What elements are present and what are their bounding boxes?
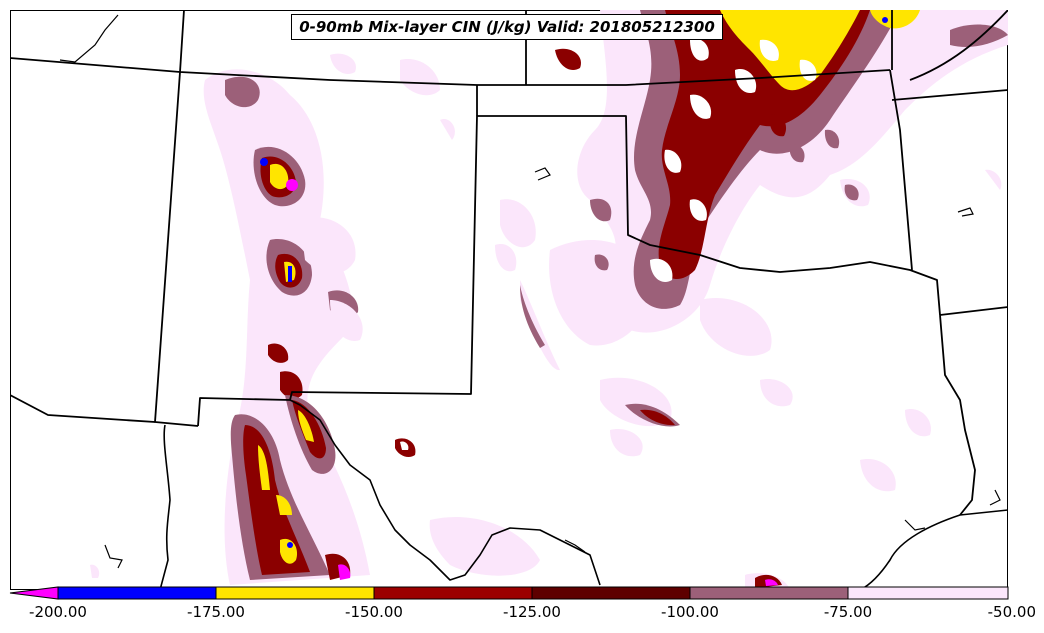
colorbar-tick-label: -125.00 (503, 603, 561, 621)
state-borders (10, 10, 1008, 516)
colorbar-tick-label: -150.00 (345, 603, 403, 621)
national-border (159, 399, 1008, 590)
colorbar-bin-1 (215, 586, 375, 600)
colorbar-tick-label: -50.00 (987, 603, 1036, 621)
coastline-details (59, 14, 1001, 569)
colorbar-bin-0 (57, 586, 217, 600)
colorbar-under-triangle (9, 586, 59, 600)
cin-field-light (90, 53, 1002, 590)
colorbar-bin-5 (847, 586, 1009, 600)
colorbar-tick-label: -200.00 (29, 603, 87, 621)
colorbar-bin-4 (689, 586, 849, 600)
colorbar-bin-3 (531, 586, 691, 600)
colorbar-tick-label: -75.00 (823, 603, 873, 621)
cin-field-west (203, 69, 416, 586)
colorbar-tick-label: -175.00 (187, 603, 245, 621)
cin-field-south (520, 198, 782, 588)
colorbar-bin-2 (373, 586, 533, 600)
colorbar (9, 586, 1009, 600)
colorbar-tick-label: -100.00 (661, 603, 719, 621)
map-title: 0-90mb Mix-layer CIN (J/kg) Valid: 20180… (291, 14, 723, 40)
